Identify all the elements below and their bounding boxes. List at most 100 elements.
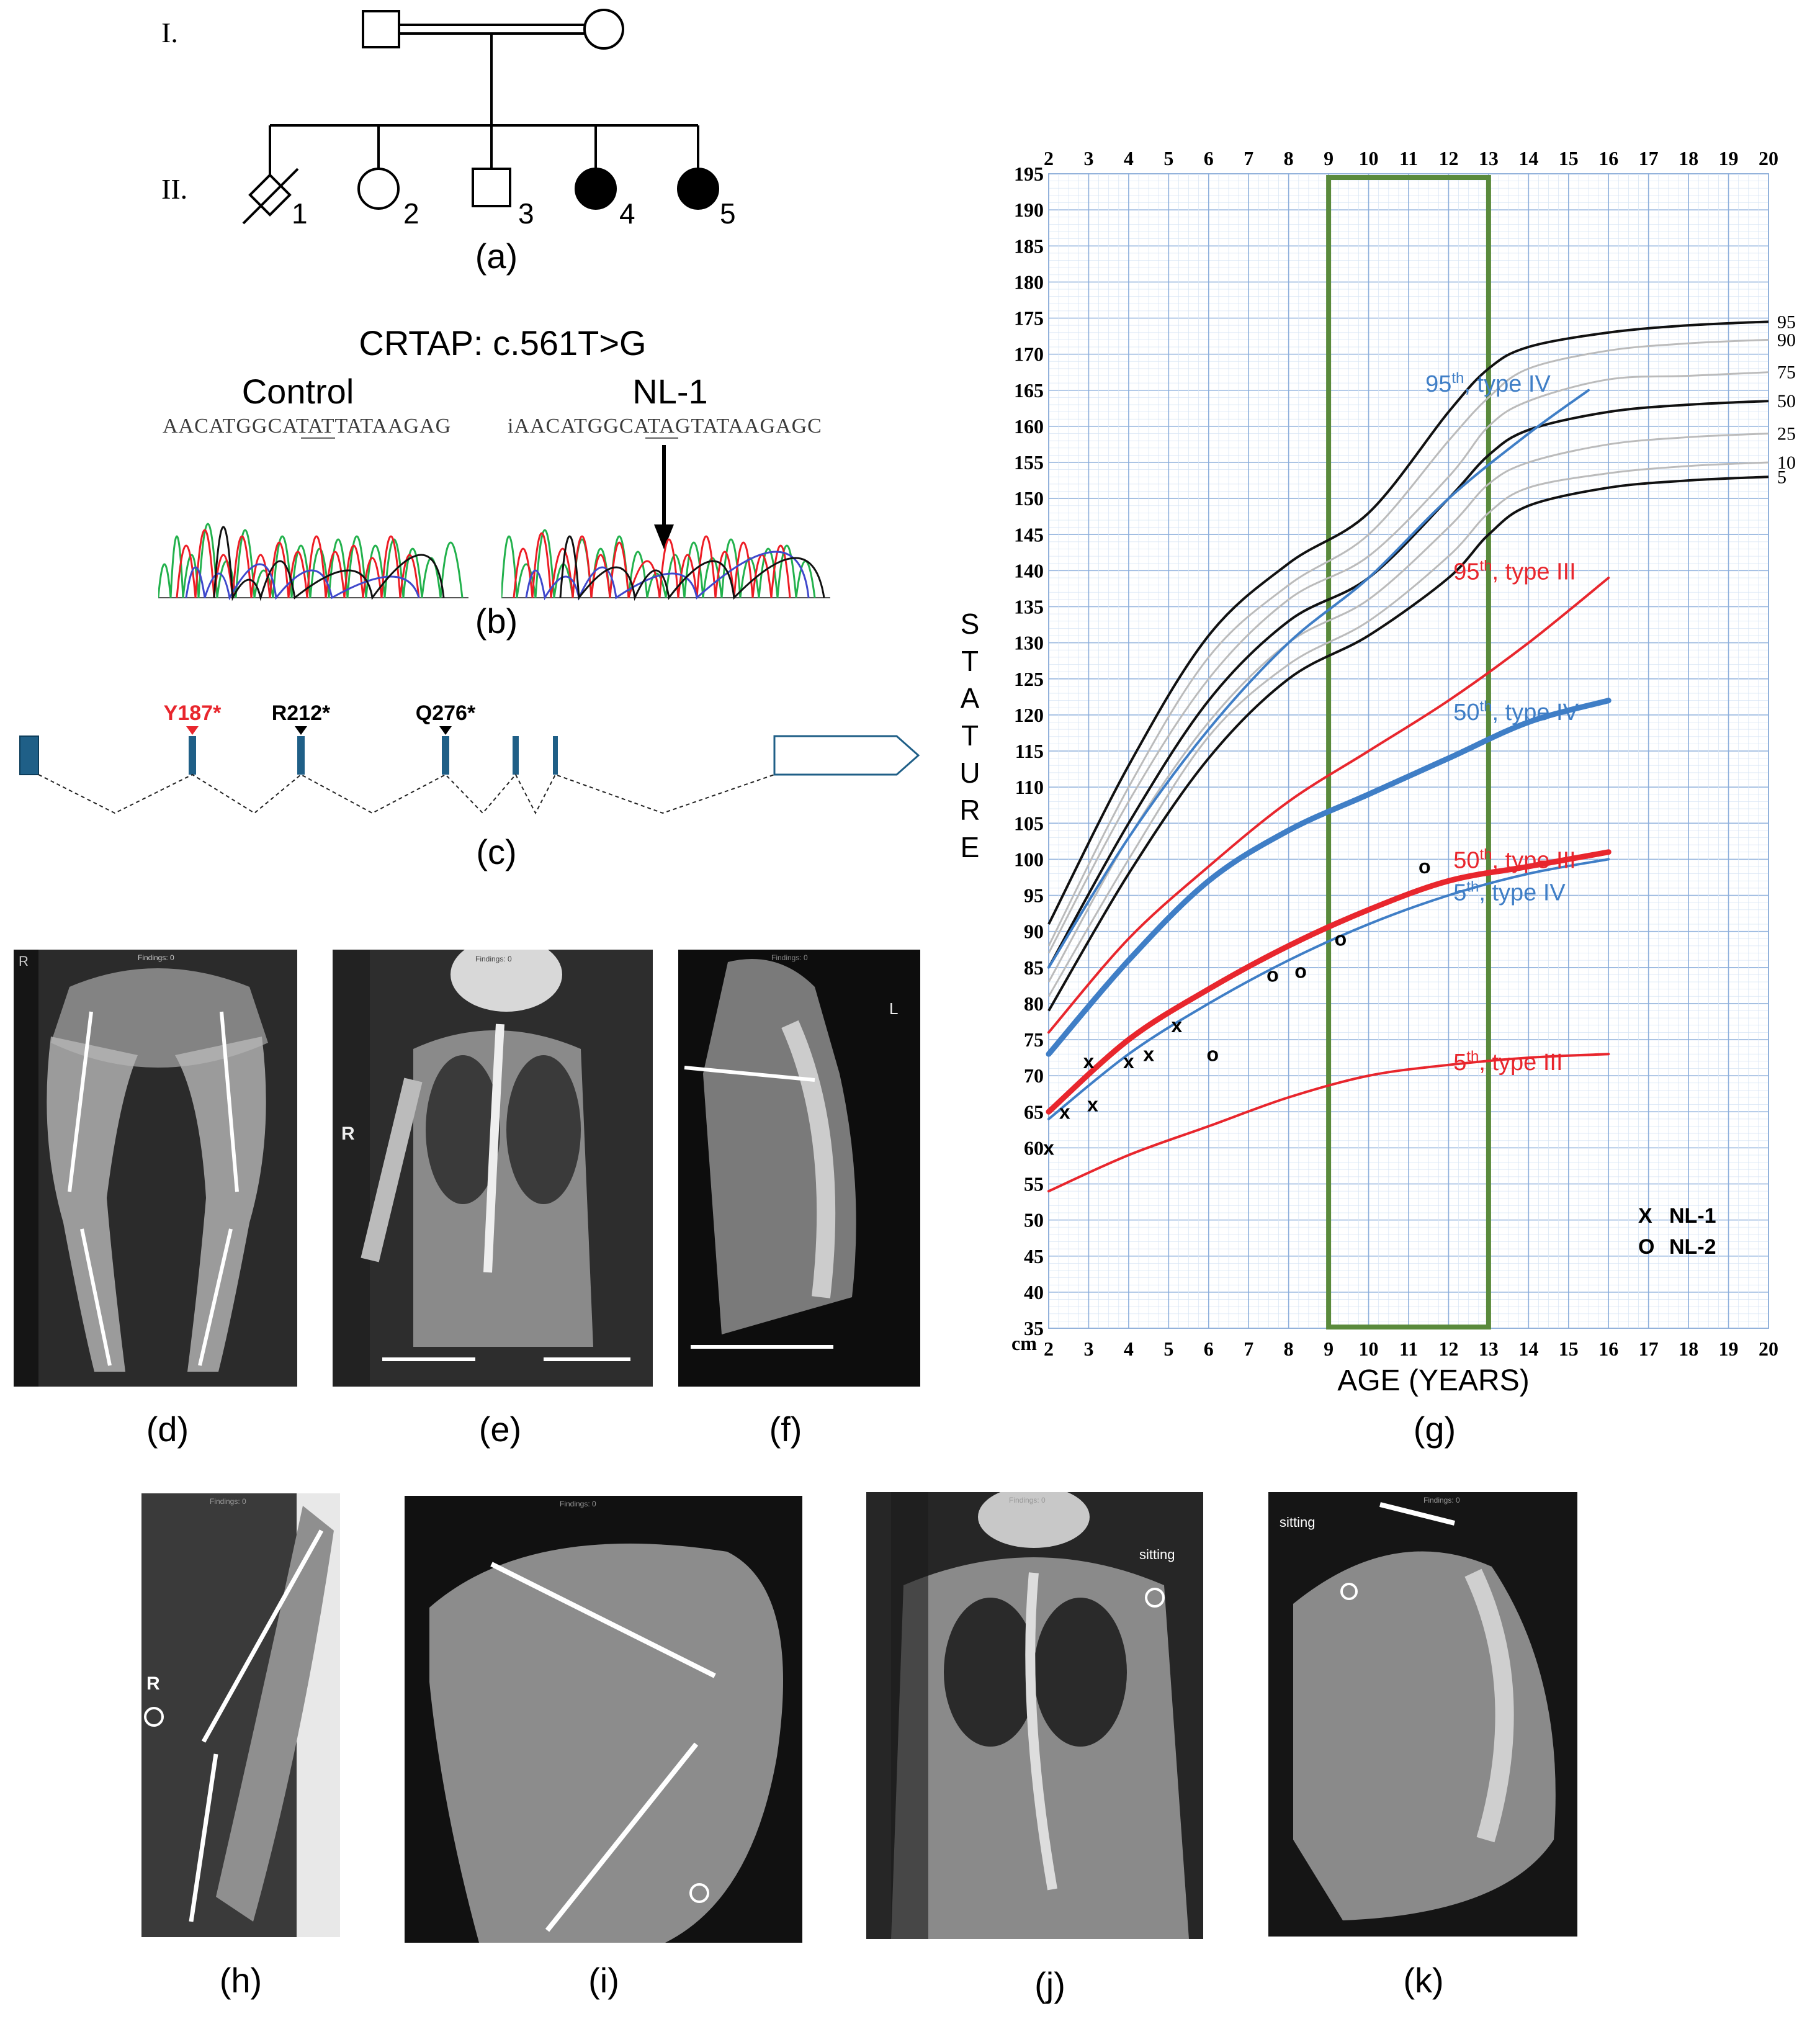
reference-percentile-label-50: 50: [1777, 391, 1796, 412]
side-marker-r: R: [19, 953, 29, 969]
reference-percentile-label-90: 90: [1777, 330, 1796, 350]
y-tick: 145: [1014, 523, 1044, 546]
individual-number-2: 2: [403, 197, 419, 230]
x-tick-bottom: 10: [1359, 1338, 1379, 1360]
y-tick: 60: [1024, 1136, 1044, 1159]
series-label-4: 50th, type III: [1453, 846, 1576, 873]
x-tick-bottom: 7: [1244, 1338, 1253, 1360]
x-tick-bottom: 6: [1204, 1338, 1214, 1360]
reference-percentile-line-50: [1047, 400, 1769, 968]
patient-point-nl-1: x: [1043, 1136, 1054, 1159]
y-tick: 100: [1014, 848, 1044, 870]
sitting-label: sitting: [1139, 1547, 1175, 1562]
patient-chromatogram: [501, 438, 830, 601]
panel-label-c: (c): [476, 832, 517, 871]
series-label-2: 5th, type IV: [1453, 879, 1566, 906]
panel-label-d: (d): [146, 1410, 189, 1449]
control-label: Control: [241, 372, 354, 411]
x-tick-bottom: 9: [1324, 1338, 1334, 1360]
reference-percentile-label-75: 75: [1777, 362, 1796, 383]
y-tick: 95: [1024, 884, 1044, 907]
individual-ii-1-symbol: [242, 168, 299, 225]
y-tick: 120: [1014, 704, 1044, 726]
exon-2: [189, 736, 196, 775]
patient-point-nl-1: x: [1171, 1014, 1182, 1037]
series-line-3: [1047, 577, 1610, 1034]
xray-leg-flexed-image: Findings: 0: [405, 1496, 802, 1943]
y-tick: 165: [1014, 379, 1044, 402]
panel-label-k: (k): [1403, 1961, 1444, 2000]
y-tick: 185: [1014, 235, 1044, 257]
patient-point-nl-2: o: [1206, 1043, 1219, 1065]
y-tick: 65: [1024, 1100, 1044, 1123]
findings-text: Findings: 0: [138, 953, 174, 962]
series-label-0: 95th, type IV: [1425, 370, 1551, 397]
x-tick-bottom: 20: [1759, 1338, 1778, 1360]
patient-sequence-text: iAACATGGCATAGTATAAGAGC: [508, 415, 822, 438]
y-tick: 90: [1024, 920, 1044, 943]
mutation-r212: R212*: [272, 701, 331, 725]
x-tick-bottom: 3: [1083, 1338, 1093, 1360]
x-tick-top: 5: [1163, 147, 1173, 169]
mutation-q276: Q276*: [416, 701, 476, 725]
y-tick: 85: [1024, 956, 1044, 979]
xray-legs-image: R Findings: 0: [14, 950, 297, 1387]
reference-percentile-label-95: 95: [1777, 312, 1796, 332]
findings-text: Findings: 0: [560, 1500, 596, 1508]
series-line-1: [1046, 698, 1612, 1057]
y-tick: 170: [1014, 343, 1044, 366]
x-axis-title: AGE (YEARS): [1337, 1364, 1529, 1397]
x-tick-top: 20: [1759, 147, 1778, 169]
x-tick-bottom: 5: [1163, 1338, 1173, 1360]
patient-point-nl-1: x: [1143, 1043, 1154, 1065]
panel-label-e: (e): [478, 1410, 522, 1449]
generation-label-2: II.: [161, 173, 187, 205]
findings-text: Findings: 0: [210, 1497, 246, 1506]
legend-marker-nl-2: O: [1638, 1235, 1654, 1259]
x-tick-top: 6: [1204, 147, 1214, 169]
panel-label-f: (f): [769, 1410, 802, 1449]
patient-point-nl-1: x: [1083, 1050, 1095, 1073]
generation-label-1: I.: [161, 17, 178, 48]
panel-label-j: (j): [1034, 1965, 1065, 2004]
panel-label-b: (b): [475, 601, 518, 641]
control-chromatogram: [158, 438, 468, 601]
father-symbol: [362, 10, 400, 48]
y-tick: 35: [1024, 1317, 1044, 1339]
x-tick-top: 12: [1438, 147, 1458, 169]
findings-text: Findings: 0: [475, 955, 512, 963]
y-tick: 115: [1015, 740, 1044, 762]
reference-percentile-line-75: [1047, 371, 1769, 954]
patient-point-nl-2: o: [1419, 855, 1431, 878]
x-tick-top: 13: [1479, 147, 1499, 169]
legend-label-nl-1: NL-1: [1669, 1204, 1716, 1228]
reference-percentile-label-5: 5: [1777, 467, 1786, 487]
x-tick-top: 3: [1083, 147, 1093, 169]
reference-percentile-line-5: [1047, 475, 1769, 1012]
pedigree: I. II. 1 2 3 4 5: [161, 9, 736, 230]
x-tick-bottom: 4: [1124, 1338, 1134, 1360]
y-tick: 55: [1024, 1173, 1044, 1195]
patient-point-nl-1: x: [1087, 1094, 1098, 1116]
x-tick-top: 18: [1679, 147, 1698, 169]
y-tick: 180: [1014, 271, 1044, 293]
y-tick: 160: [1014, 415, 1044, 438]
y-tick: 40: [1024, 1281, 1044, 1303]
patient-point-nl-1: x: [1059, 1100, 1070, 1123]
series-line-0: [1047, 389, 1590, 969]
gene-structure-diagram: Y187* R212* Q276*: [19, 701, 920, 815]
series-label-5: 5th, type III: [1453, 1048, 1562, 1076]
x-tick-top: 7: [1244, 147, 1253, 169]
xray-chest-sitting-image: sitting Findings: 0: [866, 1492, 1203, 1939]
x-tick-top: 4: [1124, 147, 1134, 169]
patient-point-nl-2: o: [1266, 963, 1279, 986]
individual-number-3: 3: [518, 197, 534, 230]
xray-lateral-sitting-image: sitting Findings: 0: [1268, 1492, 1577, 1937]
exon-3: [297, 736, 305, 775]
panel-label-h: (h): [219, 1961, 262, 2000]
y-tick: 50: [1024, 1209, 1044, 1231]
y-tick: 75: [1024, 1028, 1044, 1051]
individual-ii-2-symbol: [357, 168, 400, 210]
series-line-5: [1047, 1053, 1610, 1193]
exon-1: [19, 736, 39, 775]
